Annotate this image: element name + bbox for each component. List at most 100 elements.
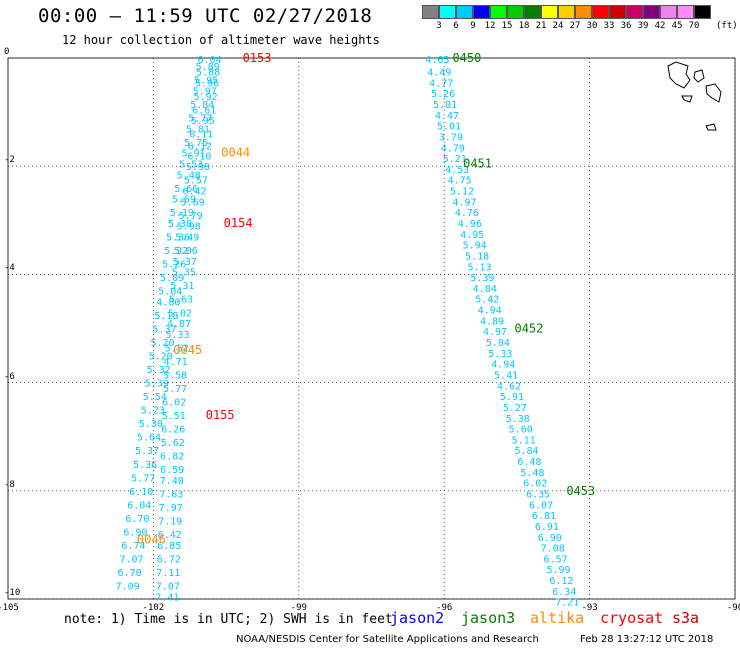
data-point-label: 6.85 [157,541,181,552]
scale-tick-label: 30 [586,21,598,31]
scale-tick-label: 6 [453,21,459,31]
data-point-label: 5.01 [437,122,461,133]
data-point-label: 6.48 [517,457,541,468]
data-point-label: 4.71 [164,357,188,368]
data-point-label: 7.97 [159,503,183,514]
pass-time-label: 0452 [514,322,543,336]
data-point-label: 6.72 [157,554,181,565]
scale-color-box [558,5,575,19]
data-point-label: 5.36 [166,233,190,244]
data-point-label: 5.48 [520,468,544,479]
data-point-label: 5.88 [196,68,220,79]
data-point-label: 5.95 [194,76,218,87]
y-tick-label: -10 [4,588,21,598]
data-point-label: 5.23 [141,406,165,417]
data-point-label: 6.35 [526,490,550,501]
pass-time-label: 0451 [463,156,492,170]
data-point-label: 5.20 [149,352,173,363]
x-tick-label: -93 [581,603,598,613]
data-point-label: 6.70 [118,568,142,579]
data-point-label: 5.20 [150,338,174,349]
data-point-label: 4.84 [473,284,497,295]
data-point-label: 7.63 [159,490,183,501]
x-tick-label: -99 [290,603,307,613]
data-point-label: 5.13 [467,262,491,273]
x-tick-label: -102 [142,603,165,613]
data-point-label: 5.19 [170,208,194,219]
data-point-label: 5.52 [165,343,189,354]
data-point-label: 5.64 [137,433,161,444]
data-point-label: 5.04 [158,287,182,298]
data-point-label: 5.33 [166,330,190,341]
data-point-label: 5.81 [186,124,210,135]
data-point-label: 4.94 [491,360,515,371]
data-point-label: 5.37 [152,325,176,336]
data-point-label: 5.63 [169,295,193,306]
data-point-label: 5.77 [163,384,187,395]
scale-tick-label: 3 [436,21,442,31]
data-point-label: 5.58 [163,370,187,381]
coastline-island [667,61,691,89]
data-point-label: 5.32 [164,246,188,257]
scale-tick-label: 12 [484,21,496,31]
data-point-label: 5.98 [177,222,201,233]
data-point-label: 6.70 [125,514,149,525]
scale-tick-label: 18 [518,21,530,31]
pass-time-label: 0044 [221,146,250,160]
scale-color-box [524,5,541,19]
data-point-label: 5.48 [177,170,201,181]
data-point-label: 6.10 [129,487,153,498]
scale-tick-label: 39 [637,21,649,31]
data-point-label: 5.69 [172,195,196,206]
data-point-label: 4.47 [435,111,459,122]
wave-height-points: 6.045.885.965.926.615.956.116.126.105.98… [116,55,580,609]
scale-color-box [575,5,592,19]
coastline-map [667,61,722,131]
data-point-label: 5.01 [433,100,457,111]
data-point-label: 7.19 [158,517,182,528]
data-point-label: 5.18 [465,251,489,262]
data-point-label: 5.79 [179,211,203,222]
data-point-label: 5.38 [506,414,530,425]
data-point-label: 5.92 [194,92,218,103]
data-point-label: 7.21 [555,598,579,609]
data-point-label: 5.69 [181,197,205,208]
data-point-label: 5.35 [172,268,196,279]
scale-tick-label: 21 [535,21,547,31]
y-tick-label: -6 [4,371,15,382]
scale-tick-label: 9 [470,21,476,31]
data-point-label: 4.79 [441,143,465,154]
scale-tick-label: 27 [569,21,581,31]
data-point-label: 5.31 [170,281,194,292]
data-point-label: 5.06 [174,246,198,257]
data-point-label: 6.91 [535,522,559,533]
data-point-label: 5.89 [196,62,220,73]
scale-tick-label: 15 [501,21,513,31]
data-point-label: 5.91 [182,149,206,160]
scale-color-box [456,5,473,19]
data-point-label: 6.42 [182,187,206,198]
data-point-label: 5.57 [184,176,208,187]
scale-tick-label: 70 [688,21,700,31]
scale-color-box [609,5,626,19]
data-point-label: 4.89 [480,316,504,327]
data-point-label: 5.26 [162,260,186,271]
data-point-label: 5.75 [184,138,208,149]
data-point-label: 5.84 [190,100,214,111]
data-point-label: 6.12 [188,142,212,153]
data-point-label: 6.34 [552,587,576,598]
data-point-label: 6.81 [532,511,556,522]
data-point-label: 4.96 [458,219,482,230]
scale-color-box [626,5,643,19]
data-point-label: 4.53 [445,165,469,176]
data-point-label: 5.33 [488,349,512,360]
data-point-label: 7.11 [156,568,180,579]
data-point-label: 5.96 [195,78,219,89]
plot-frame [7,57,736,600]
scale-color-box [660,5,677,19]
scale-tick-label: 42 [654,21,666,31]
y-tick-label: 0 [4,47,10,57]
generated-timestamp: Feb 28 13:27:12 UTC 2018 [580,634,714,645]
coastline-island [705,123,717,131]
data-point-label: 4.94 [478,306,502,317]
